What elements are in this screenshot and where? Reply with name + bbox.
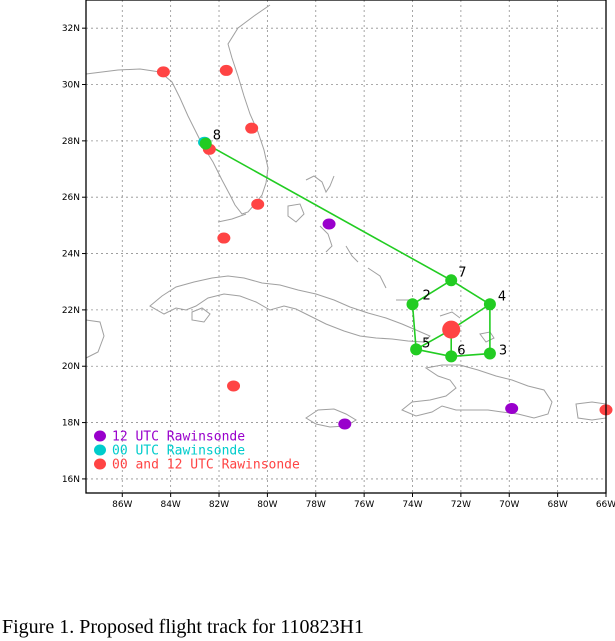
rawinsonde-station-12 xyxy=(322,218,336,230)
lon-tick-label: 66W xyxy=(596,500,615,510)
coast-bahamas-1 xyxy=(305,175,335,194)
figure-caption: Figure 1. Proposed flight track for 1108… xyxy=(2,616,364,638)
waypoint-label-3: 3 xyxy=(499,344,507,359)
waypoint-label-6: 6 xyxy=(457,343,465,358)
coast-bahamas-5 xyxy=(367,267,387,289)
lat-tick-label: 26N xyxy=(62,193,80,203)
rawinsonde-station-12 xyxy=(505,402,519,414)
coast-turks xyxy=(479,331,495,343)
waypoint-2 xyxy=(406,298,419,311)
waypoint-8 xyxy=(199,137,212,150)
lat-tick-label: 22N xyxy=(62,306,80,316)
rawinsonde-station-both xyxy=(245,122,259,134)
rawinsonde-station-12 xyxy=(338,418,352,430)
coast-yucatan xyxy=(85,319,105,359)
coast-bahamas-2 xyxy=(287,203,305,223)
coast-isla-juventud xyxy=(191,307,211,323)
lat-tick-label: 16N xyxy=(62,475,80,485)
legend-label-12: 12 UTC Rawinsonde xyxy=(112,430,245,445)
lat-tick-label: 24N xyxy=(62,250,80,260)
lat-tick-label: 30N xyxy=(62,81,80,91)
rawinsonde-station-both xyxy=(251,198,265,210)
lon-tick-label: 72W xyxy=(451,500,471,510)
waypoint-6 xyxy=(445,350,458,363)
coast-hispaniola xyxy=(401,364,553,419)
waypoint-label-8: 8 xyxy=(213,129,221,144)
storm-center-marker xyxy=(442,320,461,339)
legend-marker-12 xyxy=(94,430,106,442)
coast-bahamas-7 xyxy=(439,311,461,319)
axes: 86W 84W 82W 80W 78W 76W 74W 72W 70W 68W 66W 16N 18N 2… xyxy=(62,24,615,510)
map-frame xyxy=(85,0,607,494)
coast-florida xyxy=(85,4,271,215)
rawinsonde-station-both xyxy=(217,232,231,244)
lat-tick-label: 18N xyxy=(62,419,80,429)
waypoint-label-7: 7 xyxy=(458,265,466,280)
coast-bahamas-4 xyxy=(345,245,359,263)
rawinsonde-station-both xyxy=(219,64,233,76)
lon-tick-label: 86W xyxy=(112,500,132,510)
lon-tick-label: 70W xyxy=(499,500,519,510)
waypoint-7 xyxy=(445,274,458,287)
rawinsonde-station-both xyxy=(227,380,241,392)
lat-tick-label: 32N xyxy=(62,24,80,34)
lat-tick-label: 28N xyxy=(62,137,80,147)
waypoint-label-5: 5 xyxy=(422,336,430,351)
waypoint-3 xyxy=(483,347,496,360)
lon-tick-label: 80W xyxy=(257,500,277,510)
waypoint-4 xyxy=(483,298,496,311)
waypoints: 2 3 4 5 6 7 8 xyxy=(199,129,507,363)
lon-tick-label: 68W xyxy=(547,500,567,510)
coast-keys xyxy=(217,213,247,223)
waypoint-label-4: 4 xyxy=(498,289,506,304)
lon-tick-label: 76W xyxy=(354,500,374,510)
waypoint-label-2: 2 xyxy=(423,288,431,303)
lon-tick-label: 74W xyxy=(402,500,422,510)
legend-marker-both xyxy=(94,458,106,470)
coast-bahamas-3 xyxy=(319,225,333,253)
lon-tick-label: 84W xyxy=(160,500,180,510)
lat-tick-label: 20N xyxy=(62,362,80,372)
rawinsonde-station-both xyxy=(156,66,170,78)
lon-tick-label: 78W xyxy=(306,500,326,510)
legend-marker-00 xyxy=(94,444,106,456)
waypoint-5 xyxy=(410,343,423,356)
lon-tick-label: 82W xyxy=(209,500,229,510)
legend-label-00: 00 UTC Rawinsonde xyxy=(112,444,245,459)
coast-jamaica xyxy=(305,408,357,428)
legend-label-both: 00 and 12 UTC Rawinsonde xyxy=(112,458,300,473)
